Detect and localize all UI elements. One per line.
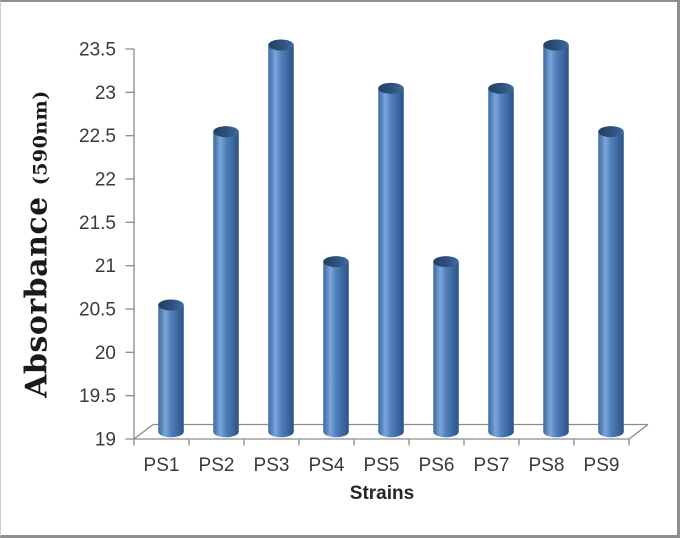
y-tick-label: 21.5 xyxy=(79,213,116,234)
x-tick-label: PS4 xyxy=(309,455,345,476)
x-axis-title: Strains xyxy=(349,483,415,504)
y-tick-label: 22.5 xyxy=(79,126,116,147)
x-axis: PS1 PS2 PS3 PS4 PS5 PS6 PS7 PS8 PS9 xyxy=(133,438,630,476)
y-tick-label: 19 xyxy=(95,430,116,451)
bar-PS5 xyxy=(378,82,404,438)
bar-PS4 xyxy=(323,256,349,438)
x-tick-label: PS2 xyxy=(199,455,235,476)
y-axis-title-sub: (590nm) xyxy=(29,90,52,186)
x-tick-label: PS9 xyxy=(584,455,620,476)
bar-PS9 xyxy=(598,126,624,438)
bar-PS3 xyxy=(268,39,294,438)
x-tick-label: PS1 xyxy=(144,455,180,476)
y-axis: 23.5 23 22.5 22 21.5 21 20.5 20 19.5 19 xyxy=(79,40,135,451)
y-axis-title-main: Absorbance xyxy=(19,196,55,398)
bar-PS6 xyxy=(433,256,459,438)
bar-PS2 xyxy=(213,126,239,438)
y-tick-label: 20 xyxy=(95,343,116,364)
bar-PS1 xyxy=(158,299,184,438)
bar-PS7 xyxy=(488,82,514,438)
y-tick-label: 23 xyxy=(95,83,116,104)
y-tick-label: 23.5 xyxy=(79,40,116,61)
x-tick-label: PS3 xyxy=(254,455,290,476)
bar-PS8 xyxy=(543,39,569,438)
y-axis-title: Absorbance (590nm) xyxy=(20,90,55,398)
y-tick-label: 21 xyxy=(95,256,116,277)
y-tick-label: 19.5 xyxy=(79,386,116,407)
y-tick-label: 22 xyxy=(95,170,116,191)
x-tick-label: PS6 xyxy=(419,455,455,476)
x-tick-label: PS5 xyxy=(364,455,400,476)
y-tick-label: 20.5 xyxy=(79,300,116,321)
x-tick-label: PS8 xyxy=(529,455,565,476)
x-tick-label: PS7 xyxy=(474,455,510,476)
